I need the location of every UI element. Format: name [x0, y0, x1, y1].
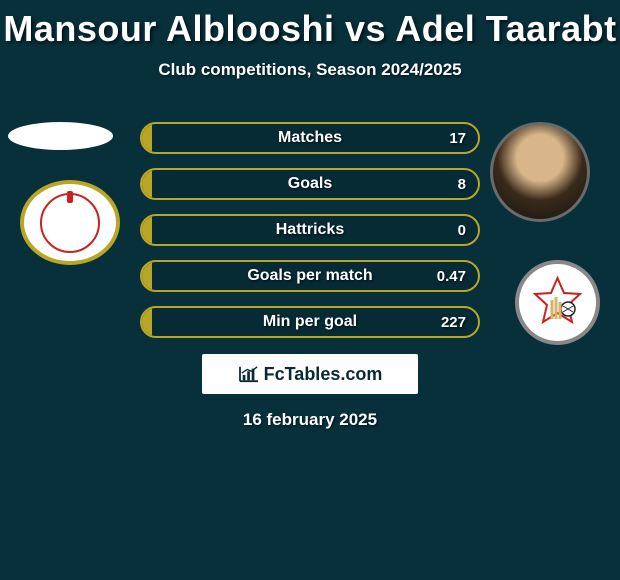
stats-container: Matches17 Goals8 Hattricks0 Goals per match…: [140, 122, 480, 352]
club-left-badge-inner: [40, 193, 100, 253]
date-label: 16 february 2025: [0, 410, 620, 430]
subtitle: Club competitions, Season 2024/2025: [0, 60, 620, 80]
page-title: Mansour Alblooshi vs Adel Taarabt: [0, 0, 620, 50]
stat-label: Goals per match: [142, 267, 478, 285]
player-right-avatar: [490, 122, 590, 222]
stat-value-right: 17: [449, 130, 466, 147]
fctables-watermark: FcTables.com: [202, 354, 418, 394]
stat-label: Matches: [142, 129, 478, 147]
stat-label: Hattricks: [142, 221, 478, 239]
club-right-badge-inner: [530, 275, 585, 330]
stat-value-right: 8: [458, 176, 466, 193]
stat-label: Min per goal: [142, 313, 478, 331]
club-left-badge: [20, 180, 120, 265]
stat-row: Goals per match0.47: [140, 260, 480, 292]
stat-value-right: 0: [458, 222, 466, 239]
stat-row: Min per goal227: [140, 306, 480, 338]
player-left-avatar-placeholder: [8, 122, 113, 150]
club-right-badge: [515, 260, 600, 345]
stat-label: Goals: [142, 175, 478, 193]
stat-row: Matches17: [140, 122, 480, 154]
stat-row: Hattricks0: [140, 214, 480, 246]
fctables-label: FcTables.com: [264, 364, 383, 385]
bar-chart-icon: [238, 365, 260, 383]
stat-row: Goals8: [140, 168, 480, 200]
stat-value-right: 227: [441, 314, 466, 331]
stat-value-right: 0.47: [437, 268, 466, 285]
